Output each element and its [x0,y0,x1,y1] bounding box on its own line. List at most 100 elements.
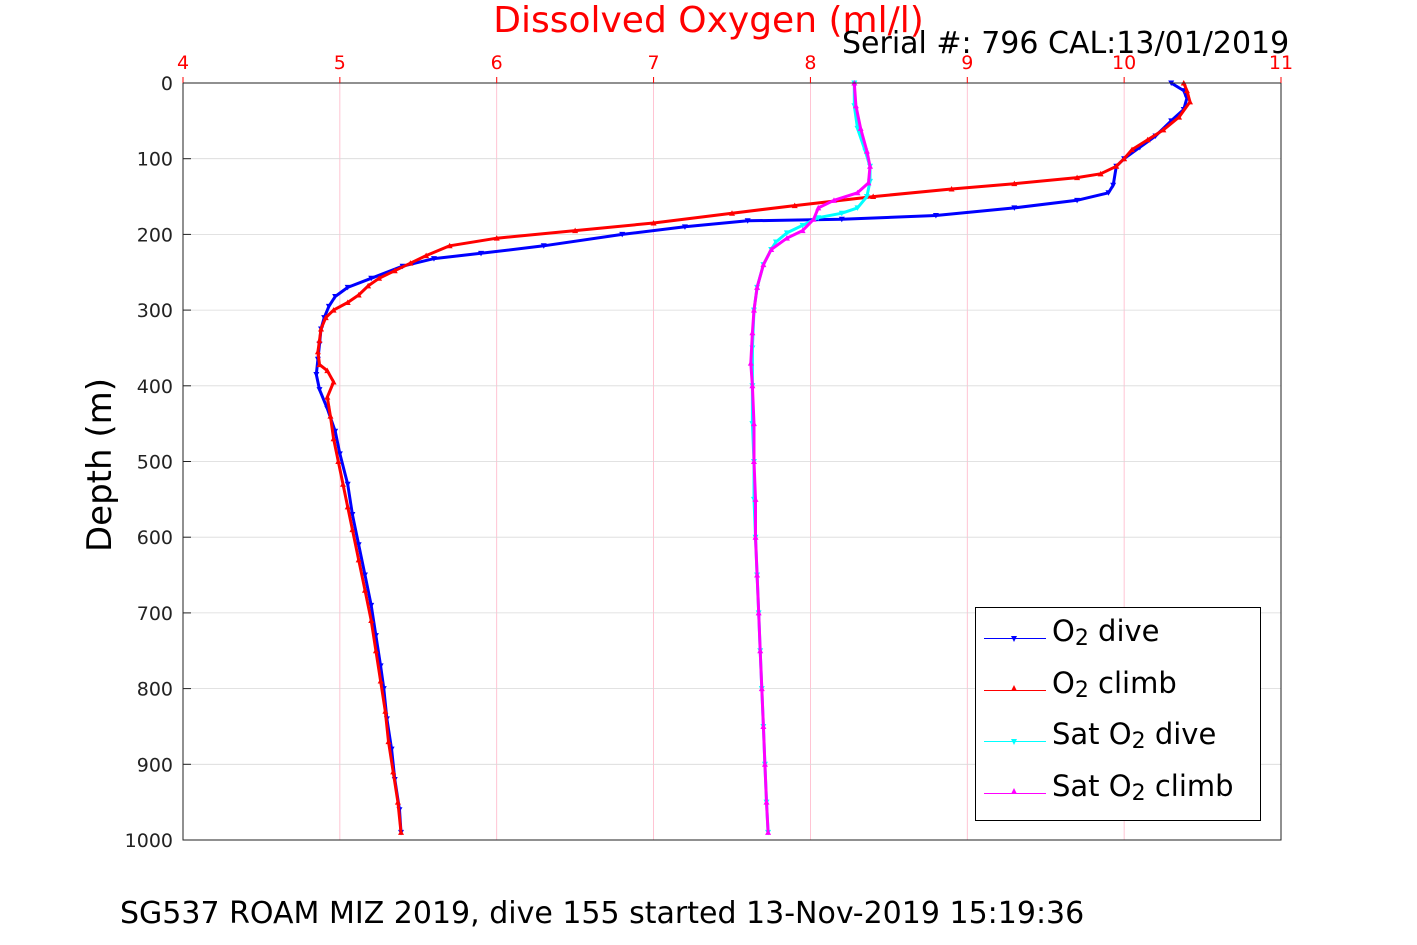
y-tick-label: 900 [137,754,173,776]
data-point [854,189,861,196]
data-point [1011,180,1018,187]
data-point [815,215,822,221]
up-triangle-icon [1011,788,1017,794]
data-point [361,587,368,593]
data-point [867,163,874,169]
data-point [377,678,384,684]
data-point [325,303,332,310]
data-point [768,246,775,253]
x-tick-label: 9 [961,52,973,74]
data-point [765,829,772,835]
legend-label: O2 dive [1052,614,1160,651]
data-point [838,210,845,217]
x-tick-label: 6 [491,52,503,74]
data-point [863,194,870,200]
x-tick-label: 8 [804,52,816,74]
y-tick-label: 100 [137,149,173,171]
data-point [324,367,331,374]
data-point [324,394,331,400]
legend-label: O2 climb [1052,666,1177,703]
data-point [752,534,759,540]
data-point [385,738,392,745]
legend-item-o2-climb: O2 climb [976,660,1260,710]
y-tick-label: 200 [137,224,173,246]
data-point [761,761,768,767]
data-point [1176,114,1183,120]
data-point [854,205,861,211]
data-point [540,243,547,249]
data-point [1113,163,1120,169]
data-point [750,307,757,313]
data-point [572,227,579,234]
y-tick-label: 600 [137,527,173,549]
data-point [423,252,430,259]
data-point [391,267,398,274]
data-point [1187,98,1194,105]
y-tick-label: 700 [137,603,173,625]
data-point [372,647,379,654]
y-tick-label: 800 [137,679,173,701]
data-point [783,230,790,236]
data-point [339,481,346,487]
data-point [747,360,754,366]
data-point [755,609,762,616]
data-point [799,222,806,229]
data-point [744,218,751,224]
data-point [791,202,798,209]
data-point [619,231,626,238]
data-point [1121,155,1128,162]
data-point [838,216,845,223]
legend-label: Sat O2 dive [1052,717,1217,754]
y-tick-label: 500 [137,452,173,474]
x-tick-label: 5 [334,52,346,74]
x-tick-label: 7 [648,52,660,74]
y-tick-label: 1000 [125,830,173,852]
data-point [750,420,757,427]
data-point [681,224,688,230]
legend-item-sat-o2-dive: Sat O2 dive [976,711,1260,761]
data-point [1144,136,1151,143]
data-point [394,799,401,805]
data-point [349,511,356,518]
x-tick-label: 10 [1112,52,1136,74]
data-point [1183,87,1190,94]
data-point [368,602,375,609]
x-tick-label: 4 [177,52,189,74]
data-point [313,371,320,378]
data-point [1105,190,1112,196]
legend-label: Sat O2 climb [1052,769,1234,806]
data-point [948,185,955,192]
data-point [368,617,375,623]
data-point [349,526,356,533]
data-point [757,647,764,654]
data-point [1074,174,1081,181]
data-point [478,250,485,257]
data-point [783,235,790,241]
data-point [830,197,837,203]
data-point [1074,197,1081,204]
data-point [750,458,757,464]
tick-labels: 4 5 6 7 8 9 10 11 0 100 200 300 400 500 600 700 800 900 10… [125,52,1293,852]
data-point [368,275,375,282]
data-point [322,314,329,321]
data-point [863,148,870,154]
data-point [355,556,362,563]
data-point [760,723,767,729]
data-point [857,125,864,131]
data-point [330,435,337,442]
data-point [754,284,761,290]
data-point [760,261,767,268]
data-point [355,542,362,548]
data-point [330,379,337,385]
data-point [335,458,342,464]
down-triangle-icon [1011,739,1017,745]
data-point [810,216,817,222]
legend-item-o2-dive: O2 dive [976,608,1260,658]
up-triangle-icon [1011,685,1017,691]
data-point [332,293,339,300]
footer-caption: SG537 ROAM MIZ 2019, dive 155 started 13… [120,896,1085,931]
data-point [365,282,372,289]
data-point [1011,205,1018,211]
series-group [313,80,1194,836]
data-point [344,481,351,488]
